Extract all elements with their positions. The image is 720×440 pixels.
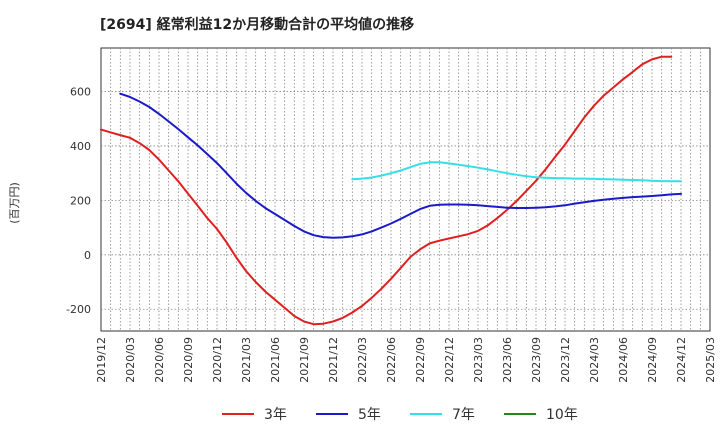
series-line-5年: [119, 92, 682, 239]
legend-label: 5年: [358, 407, 381, 423]
x-axis-ticks: 2019/12 2020/03 2020/06 2020/09 2020/12 2021/…: [95, 337, 717, 383]
legend-label: 7年: [452, 407, 475, 423]
x-tick-label: 2021/12: [327, 337, 340, 383]
y-tick-label: -200: [66, 303, 91, 316]
chart-title: [2694] 経常利益12か月移動合計の平均値の推移: [100, 17, 415, 33]
x-tick-label: 2019/12: [95, 337, 108, 383]
x-tick-label: 2024/06: [617, 337, 630, 383]
x-tick-label: 2022/09: [414, 337, 427, 383]
y-axis-label: (百万円): [8, 182, 21, 224]
x-tick-label: 2024/12: [675, 337, 688, 383]
x-tick-label: 2023/09: [530, 337, 543, 383]
series-line-3年: [100, 55, 673, 326]
series-lines: [100, 55, 682, 326]
x-tick-label: 2023/03: [472, 337, 485, 383]
x-tick-label: 2022/03: [356, 337, 369, 383]
x-tick-label: 2020/09: [182, 337, 195, 383]
y-axis-ticks: -200 0 200 400 600: [66, 86, 91, 317]
legend-label: 10年: [546, 407, 578, 423]
y-tick-label: 600: [70, 86, 91, 99]
x-tick-label: 2021/06: [269, 337, 282, 383]
plot-area: [100, 47, 711, 332]
x-tick-label: 2025/03: [704, 337, 717, 383]
x-tick-label: 2021/09: [298, 337, 311, 383]
x-tick-label: 2020/12: [211, 337, 224, 383]
legend-label: 3年: [264, 407, 287, 423]
x-tick-label: 2021/03: [240, 337, 253, 383]
series-line-7年: [351, 161, 682, 183]
x-tick-label: 2024/09: [646, 337, 659, 383]
x-tick-label: 2022/06: [385, 337, 398, 383]
grid-lines: [101, 48, 710, 331]
plot-frame: [100, 47, 711, 332]
x-tick-label: 2020/06: [153, 337, 166, 383]
y-tick-label: 400: [70, 140, 91, 153]
x-tick-label: 2023/06: [501, 337, 514, 383]
legend: 3年 5年 7年 10年: [222, 407, 578, 423]
x-tick-label: 2024/03: [588, 337, 601, 383]
x-tick-label: 2020/03: [124, 337, 137, 383]
x-tick-label: 2023/12: [559, 337, 572, 383]
y-tick-label: 0: [84, 249, 91, 262]
x-tick-label: 2022/12: [443, 337, 456, 383]
y-tick-label: 200: [70, 194, 91, 207]
